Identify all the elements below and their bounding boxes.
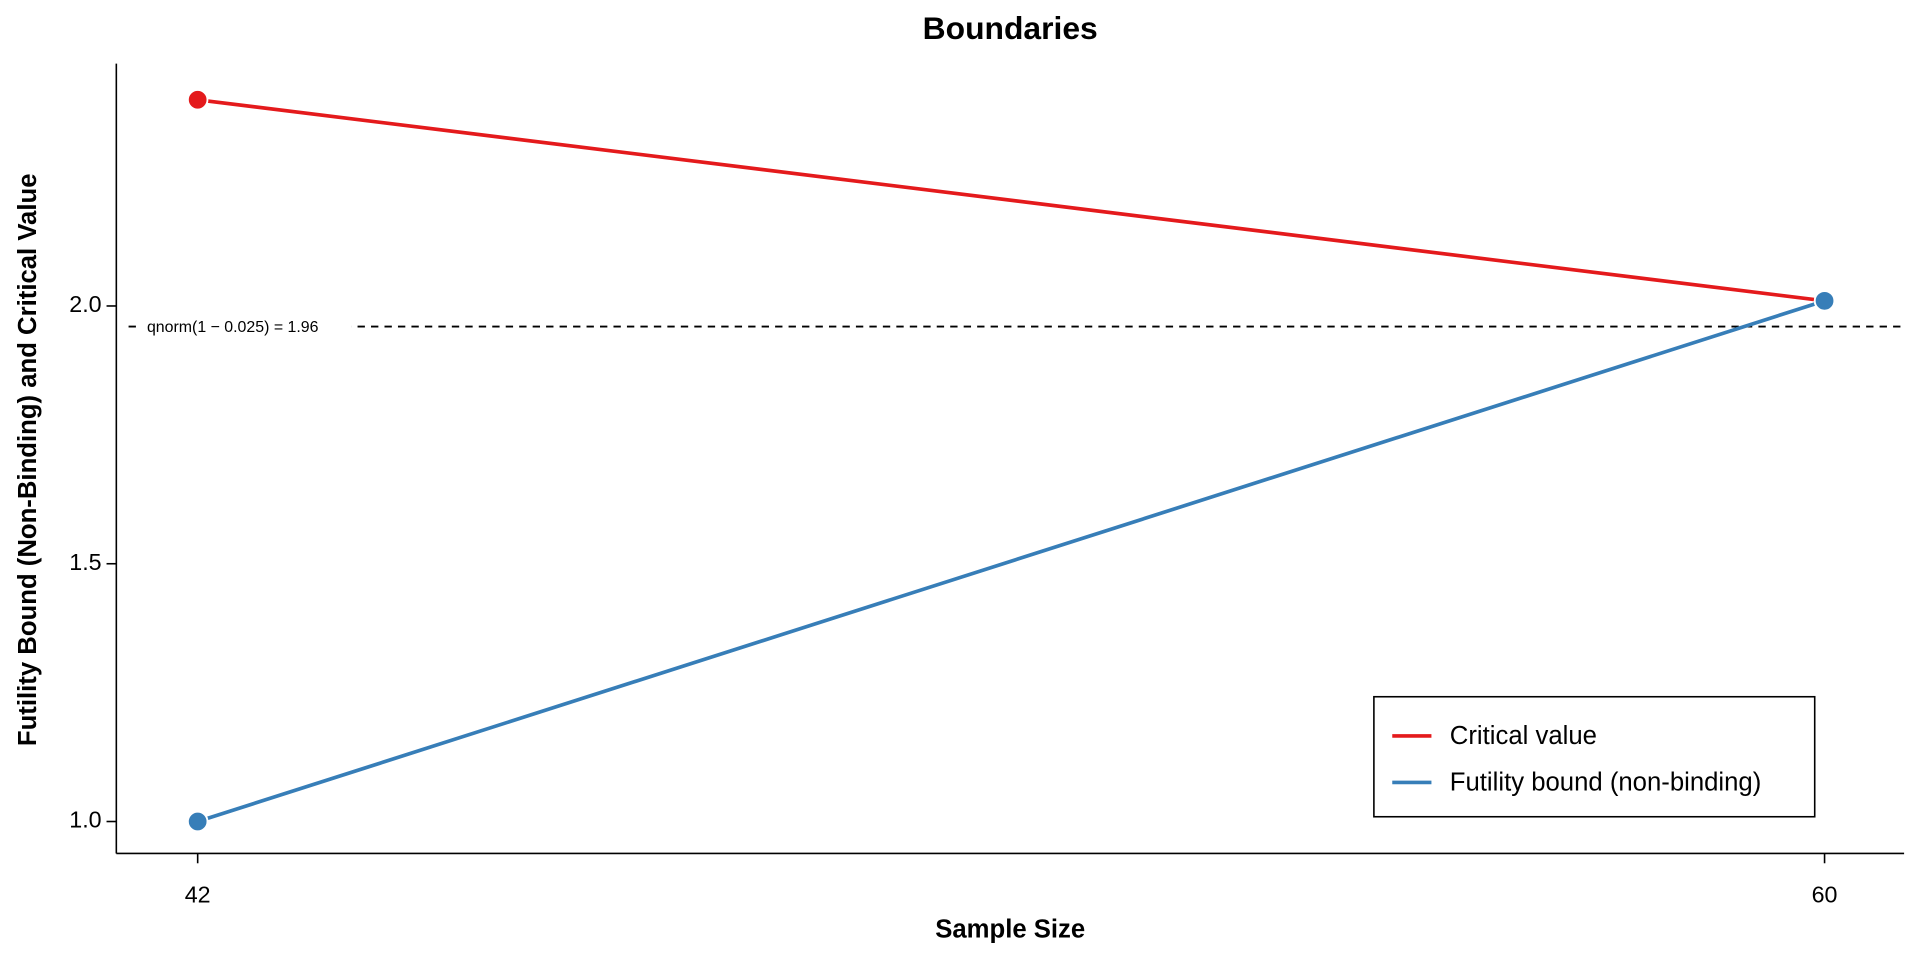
- x-tick-label: 42: [185, 881, 211, 907]
- annotation: qnorm(1 − 0.025) = 1.96: [147, 319, 319, 336]
- point: [186, 89, 209, 111]
- point: [186, 810, 209, 833]
- x-axis-label: Sample Size: [935, 915, 1085, 943]
- annotation-bg: [140, 315, 352, 338]
- point: [1813, 290, 1836, 312]
- plot: Boundaries Sample Size Futility Bound (Non…: [14, 10, 1905, 943]
- legend-label: Critical value: [1450, 722, 1597, 750]
- chart-title: Boundaries: [923, 10, 1098, 46]
- y-axis-label: Futility Bound (Non-Binding) and Critica…: [14, 174, 42, 747]
- y-tick-label: 1.5: [69, 549, 101, 575]
- series-line: [197, 299, 1826, 824]
- series-line: [197, 97, 1825, 303]
- y-tick-label: 2.0: [69, 291, 101, 317]
- legend-label: Futility bound (non-binding): [1450, 768, 1761, 796]
- x-tick-label: 60: [1812, 881, 1838, 907]
- y-tick-label: 1.0: [69, 807, 101, 833]
- legend: [1373, 695, 1816, 818]
